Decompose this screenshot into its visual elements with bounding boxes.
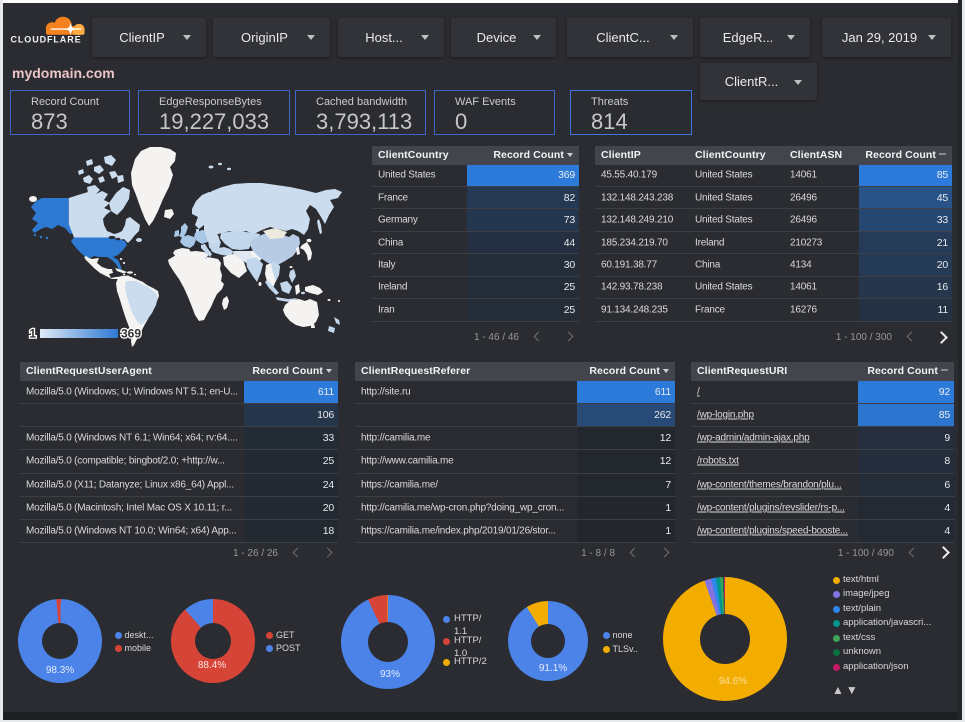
svg-text:1: 1 <box>29 327 36 341</box>
svg-text:369: 369 <box>121 327 141 341</box>
svg-text:CLOUDFLARE: CLOUDFLARE <box>11 35 82 45</box>
